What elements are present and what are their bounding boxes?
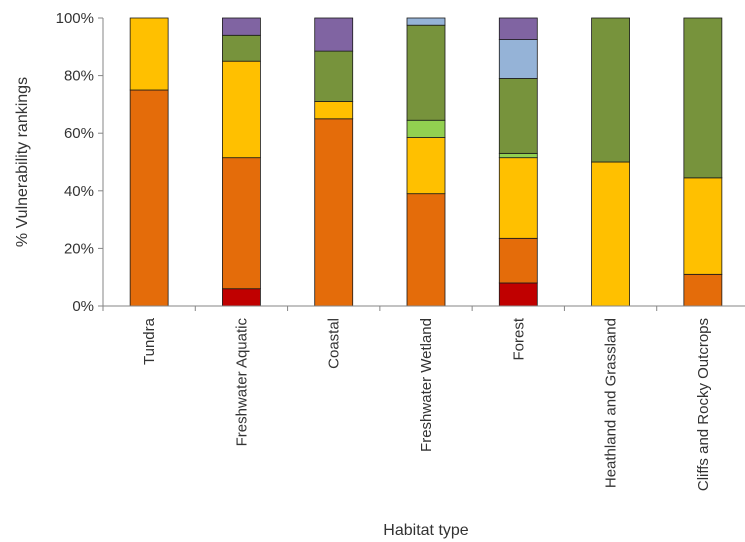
x-axis-category-labels: Tundra Freshwater Aquatic Coastal Freshwate… <box>141 317 712 491</box>
x-axis-ticks <box>102 306 658 311</box>
x-category-label: Coastal <box>326 318 343 369</box>
bar-segment-4-6 <box>406 17 446 26</box>
bar-segment-1-3 <box>129 17 169 91</box>
bar-segment-6-5 <box>591 17 630 163</box>
bar-segment-5-5 <box>498 78 538 154</box>
x-category-label: Freshwater Aquatic <box>233 318 250 447</box>
bar-segment-5-2 <box>498 237 538 284</box>
y-tick-label: 40% <box>64 183 94 200</box>
bar-segment-5-3 <box>498 157 538 239</box>
bar-segment-7-5 <box>683 17 723 179</box>
x-axis-title: Habitat type <box>383 522 468 539</box>
bar-segment-7-2 <box>683 273 723 307</box>
bar-segment-5-4 <box>498 152 538 159</box>
bar-segment-4-3 <box>406 137 446 195</box>
bar-segment-3-2 <box>314 118 354 307</box>
y-tick-label: 60% <box>64 125 94 142</box>
bar-segment-3-3 <box>314 101 354 120</box>
bar-segment-4-2 <box>406 193 446 307</box>
x-category-label: Tundra <box>141 317 158 365</box>
bars-layer <box>129 17 723 307</box>
bar-segment-2-3 <box>222 60 261 159</box>
bar-segment-3-5 <box>314 50 354 102</box>
x-category-label: Heathland and Grassland <box>603 318 620 488</box>
bar-segment-2-5 <box>222 34 261 62</box>
bar-segment-4-4 <box>406 119 446 138</box>
bar-segment-5-7 <box>498 17 538 41</box>
y-tick-label: 20% <box>64 240 94 257</box>
bar-segment-5-1 <box>498 282 538 307</box>
bar-segment-2-7 <box>222 17 261 36</box>
bar-segment-3-7 <box>314 17 354 52</box>
y-tick-label: 0% <box>72 298 94 315</box>
bar-segment-7-3 <box>683 177 723 275</box>
bar-segment-4-5 <box>406 24 446 121</box>
y-axis-ticks: 0% 20% 40% 60% 80% 100% <box>56 10 103 315</box>
y-tick-label: 80% <box>64 68 94 85</box>
x-category-label: Forest <box>510 317 527 360</box>
y-tick-label: 100% <box>56 10 94 27</box>
bar-segment-2-2 <box>222 157 261 290</box>
bar-segment-6-3 <box>591 161 630 307</box>
bar-segment-2-1 <box>222 288 261 307</box>
bar-segment-5-6 <box>498 39 538 79</box>
y-axis-title: % Vulnerability rankings <box>14 77 31 247</box>
x-category-label: Cliffs and Rocky Outcrops <box>695 318 712 491</box>
bar-segment-1-2 <box>129 89 169 307</box>
x-category-label: Freshwater Wetland <box>418 318 435 452</box>
